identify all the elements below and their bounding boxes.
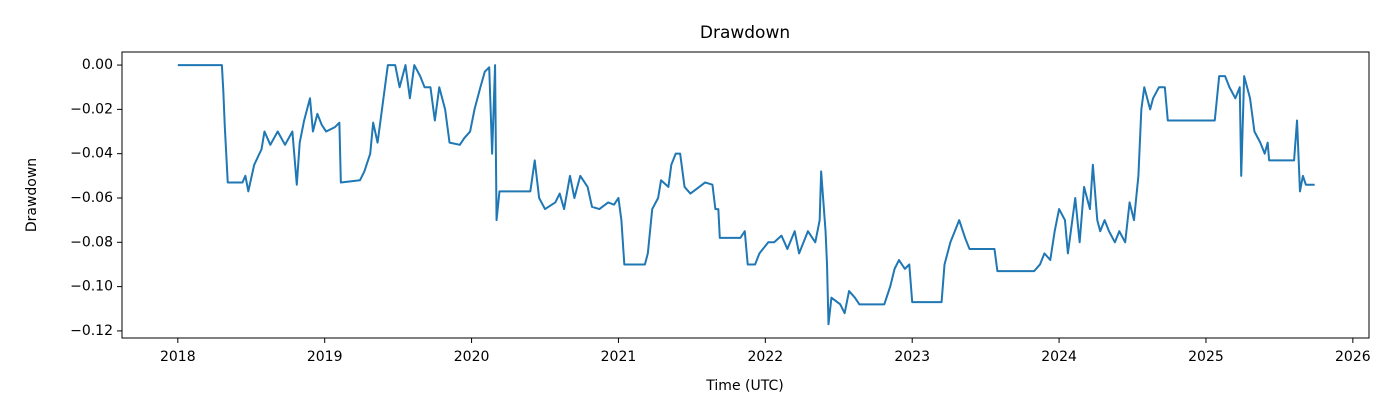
- x-axis-label: Time (UTC): [705, 378, 783, 394]
- x-tick-label: 2018: [160, 349, 196, 365]
- y-tick-label: −0.08: [70, 234, 113, 250]
- x-tick-label: 2025: [1188, 349, 1224, 365]
- y-axis-label: Drawdown: [24, 158, 40, 232]
- y-tick-label: −0.06: [70, 190, 113, 206]
- y-tick-label: −0.02: [70, 101, 113, 117]
- x-tick-label: 2026: [1335, 349, 1371, 365]
- x-tick-label: 2023: [894, 349, 930, 365]
- x-tick-label: 2019: [307, 349, 343, 365]
- chart-title: Drawdown: [700, 23, 790, 43]
- y-tick-label: −0.12: [70, 323, 113, 339]
- plot-frame: [121, 51, 1370, 339]
- y-tick-label: −0.04: [70, 146, 113, 162]
- y-tick-label: −0.10: [70, 279, 113, 295]
- y-tick-label: 0.00: [82, 57, 113, 73]
- x-tick-label: 2024: [1041, 349, 1077, 365]
- line: [177, 64, 1315, 326]
- x-tick-label: 2021: [601, 349, 637, 365]
- x-tick-label: 2022: [748, 349, 784, 365]
- x-tick-label: 2020: [454, 349, 490, 365]
